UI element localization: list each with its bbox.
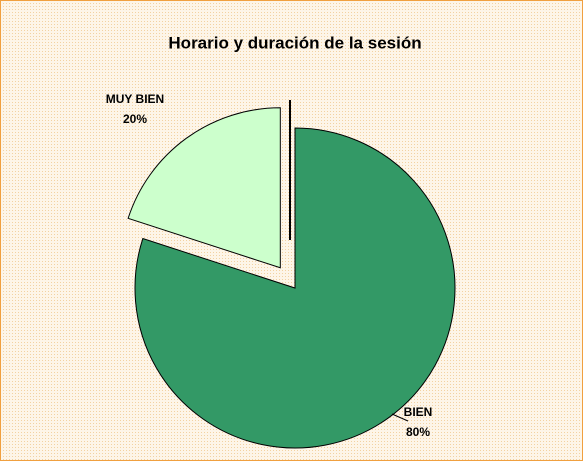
leader-line (391, 413, 409, 422)
slice-label: BIEN (404, 405, 433, 419)
slice-value-label: 20% (123, 112, 147, 126)
slice-label: MUY BIEN (106, 92, 164, 106)
pie-slice (127, 107, 281, 269)
pie-slice (134, 127, 456, 449)
chart-title: Horario y duración de la sesión (168, 33, 421, 52)
slice-value-label: 80% (406, 425, 430, 439)
